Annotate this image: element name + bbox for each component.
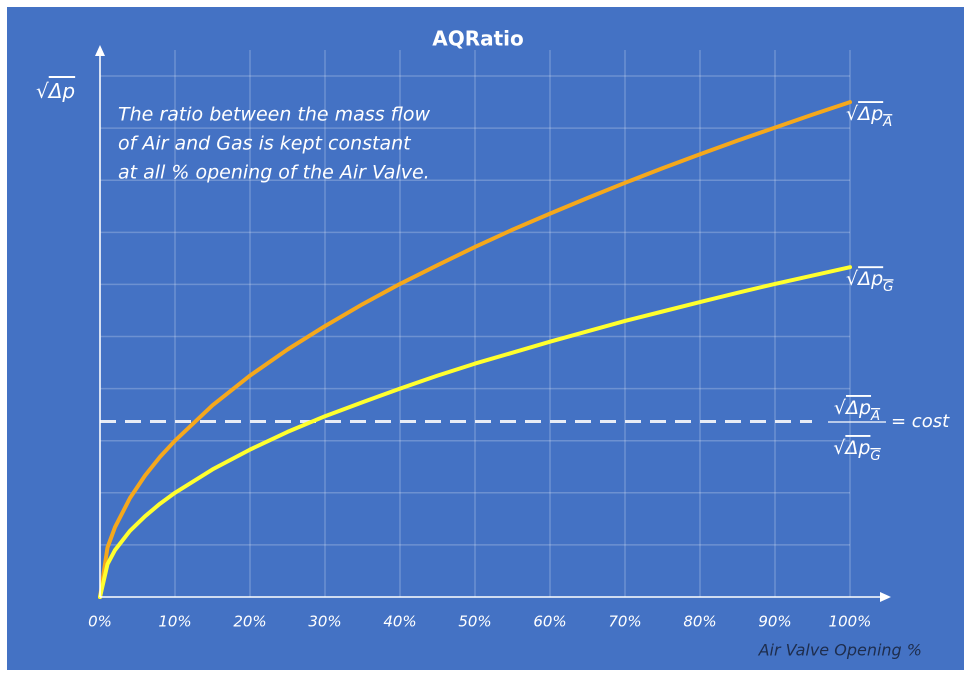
chart-title: AQRatio — [432, 27, 524, 51]
x-tick-label: 0% — [88, 613, 112, 631]
series-line — [98, 100, 852, 599]
x-tick-label: 80% — [683, 613, 716, 631]
x-tick-label: 20% — [233, 613, 266, 631]
x-tick-label: 70% — [608, 613, 641, 631]
y-axis-arrow — [95, 45, 105, 56]
annotation: The ratio between the mass flow — [118, 104, 431, 126]
ratio-suffix: = cost — [891, 411, 950, 432]
x-axis-arrow — [880, 592, 891, 602]
x-tick-label: 50% — [458, 613, 491, 631]
series-label: √ΔpA — [846, 103, 892, 130]
annotation: at all % opening of the Air Valve. — [118, 162, 430, 184]
ratio-denominator: √ΔpG — [833, 437, 880, 464]
x-tick-label: 90% — [758, 613, 791, 631]
ratio-numerator: √ΔpA — [834, 397, 880, 424]
series-line — [98, 265, 852, 599]
x-tick-label: 30% — [308, 613, 341, 631]
x-tick-label: 60% — [533, 613, 566, 631]
x-axis-label: Air Valve Opening % — [758, 641, 922, 660]
x-tick-label: 100% — [829, 613, 872, 631]
series-label: √ΔpG — [846, 268, 893, 295]
annotation: of Air and Gas is kept constant — [118, 133, 412, 155]
x-tick-label: 40% — [383, 613, 416, 631]
y-axis-label: √Δp — [36, 79, 75, 103]
x-tick-label: 10% — [158, 613, 191, 631]
